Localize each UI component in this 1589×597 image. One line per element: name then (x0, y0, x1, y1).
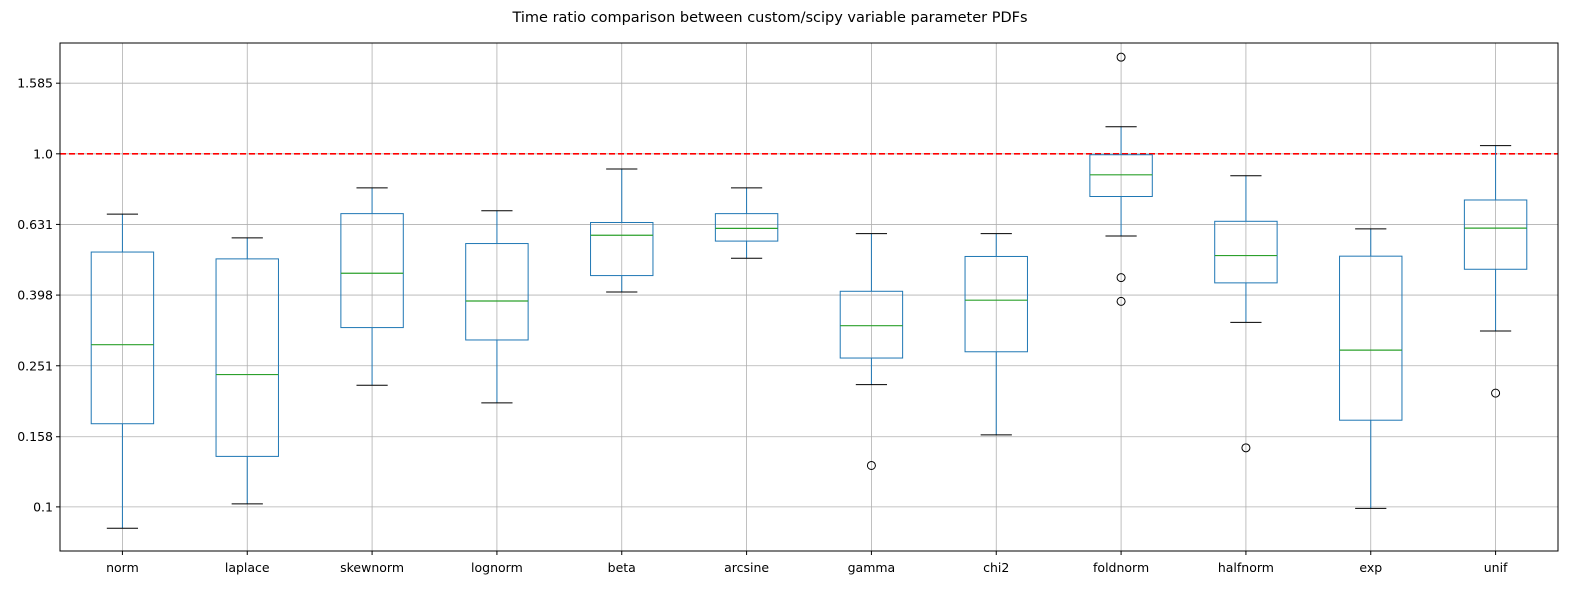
y-tick-label: 0.251 (17, 358, 53, 373)
box-iqr (1089, 154, 1153, 198)
box-group-gamma (839, 233, 904, 470)
box-iqr (590, 221, 654, 277)
x-tick-label: laplace (225, 560, 270, 575)
outlier-point (866, 460, 876, 470)
box-iqr (839, 290, 904, 359)
y-tick-label: 0.631 (17, 217, 53, 232)
box-group-foldnorm (1089, 52, 1153, 306)
box-group-skewnorm (340, 187, 404, 386)
y-tick-label: 0.1 (33, 499, 53, 514)
boxes-layer (90, 52, 1528, 529)
x-tick-label: norm (106, 560, 139, 575)
box-group-chi2 (964, 233, 1028, 436)
x-tick-label: lognorm (471, 560, 523, 575)
x-tick-label: unif (1484, 560, 1508, 575)
box-iqr (90, 251, 155, 425)
box-group-beta (590, 168, 654, 293)
grid-lines (60, 43, 1558, 551)
box-group-norm (90, 213, 155, 529)
axes-layer: 0.1 0.158 0.251 0.398 0.631 1.0 1.585 norm lapla… (17, 42, 1559, 575)
outlier-point (1116, 52, 1126, 62)
y-tick-label: 0.398 (17, 288, 53, 303)
box-iqr (340, 213, 404, 329)
box-iqr (1214, 220, 1278, 284)
x-tick-label: skewnorm (340, 560, 404, 575)
box-iqr (1339, 255, 1403, 421)
x-tick-label: beta (608, 560, 636, 575)
plot-frame (59, 42, 1559, 552)
outlier-point (1116, 296, 1126, 306)
chart-title: Time ratio comparison between custom/sci… (511, 10, 1027, 26)
box-group-halfnorm (1214, 175, 1278, 453)
x-tick-label: foldnorm (1093, 560, 1149, 575)
outlier-point (1116, 273, 1126, 283)
box-iqr (1463, 199, 1528, 270)
box-group-exp (1339, 228, 1403, 509)
box-iqr (465, 243, 529, 341)
y-tick-label: 0.158 (17, 429, 53, 444)
box-iqr (964, 255, 1028, 353)
outlier-point (1241, 443, 1251, 453)
x-tick-label: exp (1359, 560, 1382, 575)
x-tick-label: halfnorm (1218, 560, 1274, 575)
box-group-arcsine (714, 187, 779, 259)
x-tick-label: chi2 (983, 560, 1009, 575)
box-iqr (215, 258, 279, 457)
box-group-laplace (215, 237, 279, 505)
box-group-unif (1463, 145, 1528, 398)
box-iqr (714, 213, 779, 242)
x-tick-label: arcsine (724, 560, 769, 575)
box-group-lognorm (465, 210, 529, 404)
y-tick-label: 1.585 (17, 76, 53, 91)
y-tick-label: 1.0 (33, 146, 53, 161)
outlier-point (1491, 388, 1501, 398)
x-tick-label: gamma (848, 560, 896, 575)
